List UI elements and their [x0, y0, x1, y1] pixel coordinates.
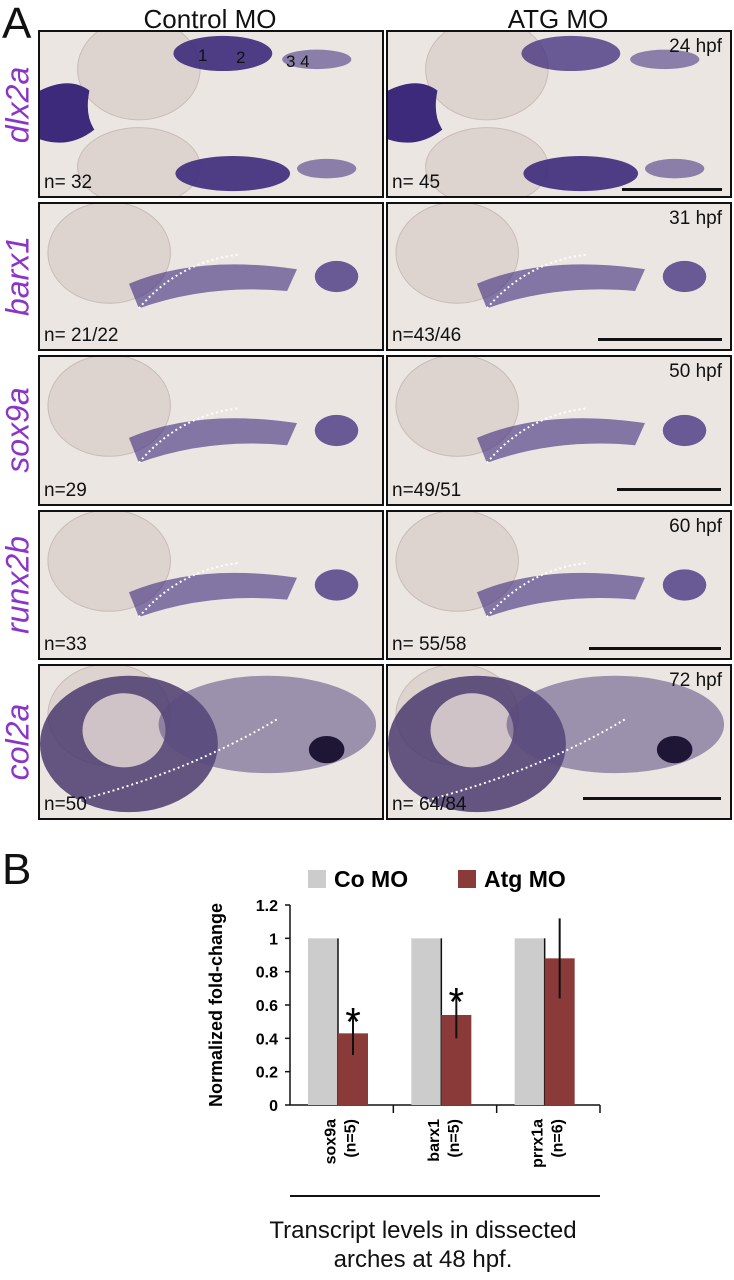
category-label-n: (n=5) [446, 1119, 463, 1158]
legend-label: Atg MO [484, 866, 566, 892]
y-axis-label: Normalized fold-change [206, 903, 226, 1107]
bar-co-mo [411, 938, 442, 1105]
sample-count: n=33 [44, 634, 87, 655]
legend-label: Co MO [334, 866, 408, 892]
y-tick-label: 0.2 [256, 1065, 278, 1082]
panel-a-letter: A [2, 0, 32, 48]
control-image-sox9a: n=29 [38, 355, 384, 506]
control-image-col2a: n=50 [38, 664, 384, 820]
atg-image-dlx2a: 24 hpf n= 45 [386, 30, 732, 198]
atg-image-sox9a: 50 hpf n=49/51 [386, 355, 732, 506]
y-tick-label: 0.8 [256, 965, 278, 982]
stage-label: 72 hpf [669, 670, 722, 691]
sample-count: n= 55/58 [392, 634, 467, 655]
scale-bar [622, 188, 722, 191]
gene-label-dlx2a: dlx2a [0, 66, 36, 144]
atg-image-barx1: 31 hpf n=43/46 [386, 202, 732, 351]
bar-co-mo [514, 938, 545, 1105]
sample-count: n= 21/22 [44, 325, 119, 346]
legend-swatch [308, 870, 326, 888]
gene-label-barx1: barx1 [0, 235, 36, 317]
atg-image-runx2b: 60 hpf n= 55/58 [386, 510, 732, 660]
sample-count: n=50 [44, 794, 87, 815]
category-label-gene: prrx1a [529, 1119, 546, 1168]
sample-count: n=49/51 [392, 480, 462, 501]
sample-count: n= 32 [44, 172, 93, 193]
category-label-gene: barx1 [426, 1119, 443, 1162]
atg-image-col2a: 72 hpf n= 64/84 [386, 664, 732, 820]
chart-caption-line1: Transcript levels in dissected [269, 1217, 577, 1244]
sample-count: n= 45 [392, 172, 441, 193]
scale-bar [589, 647, 721, 650]
chart-caption-line2: arches at 48 hpf. [333, 1246, 513, 1273]
stage-label: 50 hpf [669, 361, 722, 382]
sample-count: n=43/46 [392, 325, 462, 346]
legend-swatch [458, 870, 476, 888]
arch-number: 2 [236, 48, 246, 67]
bar-co-mo [308, 938, 338, 1105]
sample-count: n=29 [44, 480, 87, 501]
category-label-n: (n=6) [549, 1119, 566, 1158]
control-image-runx2b: n=33 [38, 510, 384, 660]
y-tick-label: 0.4 [256, 1031, 278, 1048]
arch-number: 1 [198, 46, 208, 65]
significance-marker: * [345, 1001, 361, 1045]
scale-bar [583, 797, 721, 800]
y-tick-label: 1.2 [256, 898, 278, 915]
category-label-gene: sox9a [323, 1119, 340, 1164]
scale-bar [598, 338, 722, 341]
gene-label-sox9a: sox9a [0, 387, 36, 473]
panel-b-letter: B [2, 845, 32, 894]
y-tick-label: 0.6 [256, 998, 278, 1015]
fold-change-bar-chart: 0 0.2 0.4 0.6 0.8 1 1.2 Normalized fold-change *… [206, 866, 601, 1197]
column-header-atg: ATG MO [507, 4, 609, 34]
y-tick-label: 1 [269, 931, 278, 948]
arch-number: 3 4 [286, 52, 310, 71]
stage-label: 60 hpf [669, 516, 722, 537]
column-header-control: Control MO [143, 4, 277, 34]
sample-count: n= 64/84 [392, 794, 467, 815]
y-tick-label: 0 [269, 1098, 278, 1115]
stage-label: 31 hpf [669, 208, 722, 229]
control-image-dlx2a: n= 32 1 2 3 4 [38, 30, 384, 198]
category-label-n: (n=5) [343, 1119, 360, 1158]
control-image-barx1: n= 21/22 [38, 202, 384, 351]
scale-bar [617, 488, 721, 491]
significance-marker: * [449, 981, 465, 1025]
gene-label-col2a: col2a [0, 703, 36, 781]
gene-label-runx2b: runx2b [0, 536, 36, 634]
stage-label: 24 hpf [669, 36, 722, 57]
